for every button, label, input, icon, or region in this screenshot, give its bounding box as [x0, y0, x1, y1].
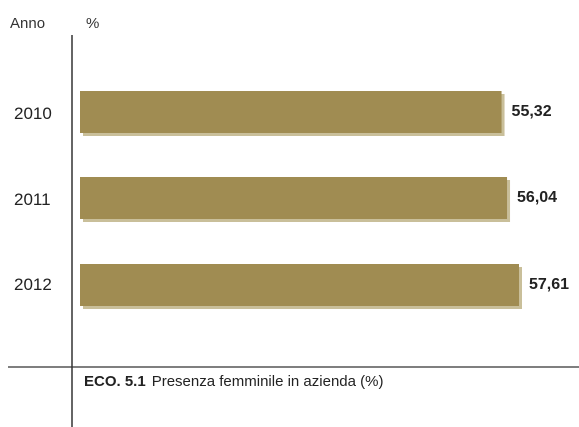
- bar-2011: [80, 177, 508, 219]
- category-label-2012: 2012: [14, 275, 52, 294]
- value-label-2011: 56,04: [517, 189, 557, 206]
- category-label-2011: 2011: [14, 190, 51, 209]
- figure-number: ECO. 5.1: [84, 373, 146, 390]
- bar-2012: [80, 264, 519, 306]
- y-axis-title: Anno: [10, 15, 45, 32]
- figure-caption: ECO. 5.1 Presenza femminile in azienda (%…: [84, 373, 383, 390]
- value-label-2012: 57,61: [529, 276, 569, 293]
- bar-2010: [80, 91, 502, 133]
- category-label-2010: 2010: [14, 104, 52, 123]
- figure-title: Presenza femminile in azienda (%): [151, 373, 384, 390]
- value-label-2010: 55,32: [512, 103, 552, 120]
- x-axis-title: %: [86, 15, 99, 32]
